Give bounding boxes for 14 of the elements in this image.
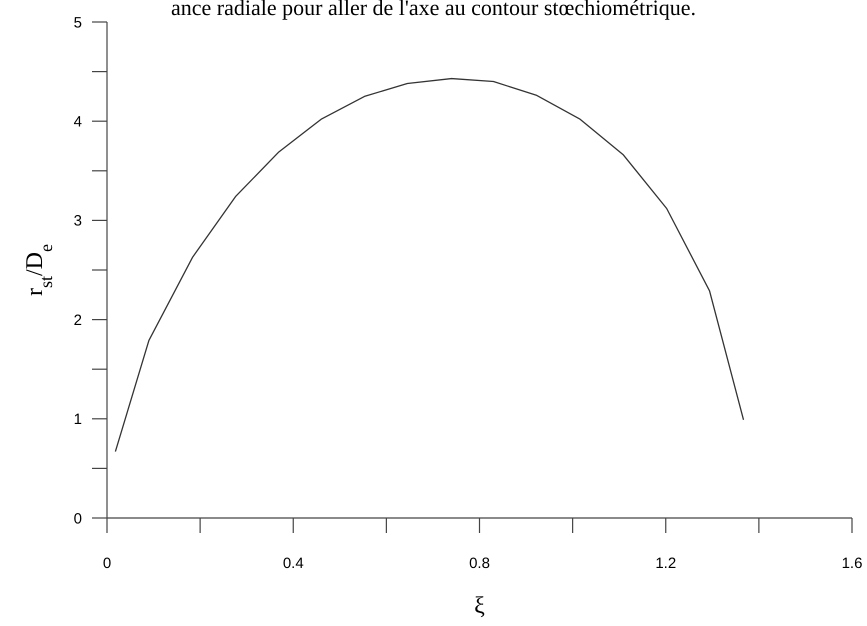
line-series xyxy=(114,78,744,452)
y-tick-label: 5 xyxy=(74,14,82,32)
x-tick-label: 1.2 xyxy=(655,555,676,572)
y-tick-label: 3 xyxy=(74,212,82,230)
y-tick-label: 4 xyxy=(74,113,82,130)
y-tick-label: 2 xyxy=(74,312,82,329)
x-tick-label: 0 xyxy=(102,555,112,572)
x-tick-label: 0.8 xyxy=(469,555,490,572)
chart-title: ance radiale pour aller de l'axe au contour stœchiométrique. xyxy=(170,0,696,20)
x-axis-title: ξ xyxy=(474,593,486,619)
x-tick-label: 1.6 xyxy=(842,555,862,572)
x-tick-label: 0.4 xyxy=(282,555,304,572)
y-tick-label: 1 xyxy=(74,411,82,428)
y-tick-label: 0 xyxy=(74,510,82,528)
